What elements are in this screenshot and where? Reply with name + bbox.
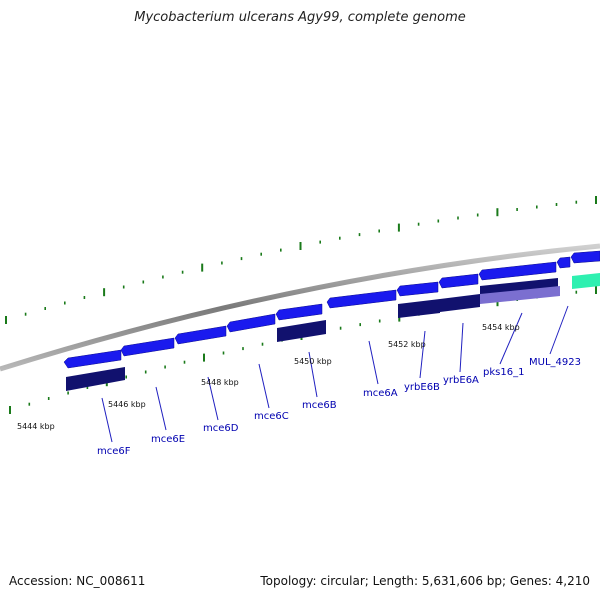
forward-gene-track (63, 250, 600, 369)
gene-label-mce6b[interactable]: mce6B (302, 400, 337, 411)
gene-label-mul-4923[interactable]: MUL_4923 (529, 357, 581, 368)
gene-arrow-small[interactable] (556, 256, 571, 269)
gene-label-yrbe6b[interactable]: yrbE6B (404, 382, 440, 393)
cds-bar-mce6b[interactable] (277, 320, 326, 342)
genome-backbone (0, 243, 600, 372)
cds-bar-pks16-1[interactable] (480, 286, 560, 304)
gene-label-mce6a[interactable]: mce6A (363, 388, 398, 399)
gene-label-yrbe6a[interactable]: yrbE6A (443, 375, 479, 386)
gene-arrow-yrbe6b[interactable] (396, 281, 439, 297)
gene-arrow-mce6e[interactable] (120, 337, 175, 357)
scale-labels: 5444 kbp 5446 kbp 5448 kbp 5450 kbp 5452… (17, 323, 520, 431)
gene-arrow-yrbe6a[interactable] (438, 273, 479, 289)
inner-tick-row (9, 286, 597, 414)
genome-summary: Topology: circular; Length: 5,631,606 bp… (260, 574, 590, 588)
gene-arrow-mce6c[interactable] (226, 313, 276, 333)
scale-label-5452: 5452 kbp (388, 340, 426, 349)
gene-arrow-mce6a[interactable] (326, 289, 397, 309)
cds-bar-mul-4923[interactable] (572, 273, 600, 289)
cds-bar-mce6f[interactable] (66, 367, 125, 391)
scale-label-5444: 5444 kbp (17, 422, 55, 431)
scale-label-5454: 5454 kbp (482, 323, 520, 332)
gene-arrow-mce6b[interactable] (275, 303, 323, 321)
gene-label-pks16-1[interactable]: pks16_1 (483, 367, 524, 378)
gene-label-mce6e[interactable]: mce6E (151, 434, 185, 445)
scale-label-5446: 5446 kbp (108, 400, 146, 409)
gene-arrow-right[interactable] (570, 250, 600, 264)
label-leaders (101, 305, 569, 443)
gene-labels: mce6F mce6E mce6D mce6C mce6B mce6A yrbE… (97, 357, 581, 457)
cds-bar-yrbe6a[interactable] (440, 294, 480, 312)
cds-track (66, 273, 600, 391)
cds-bar-yrbe6b[interactable] (398, 299, 440, 318)
gene-label-mce6f[interactable]: mce6F (97, 446, 131, 457)
map-title: Mycobacterium ulcerans Agy99, complete g… (134, 10, 466, 25)
gene-label-mce6d[interactable]: mce6D (203, 423, 239, 434)
outer-tick-row (5, 196, 597, 324)
scale-label-5448: 5448 kbp (201, 378, 239, 387)
gene-arrow-mce6f[interactable] (63, 349, 122, 369)
gene-arrow-pks16-1[interactable] (478, 261, 557, 281)
scale-label-5450: 5450 kbp (294, 357, 332, 366)
gene-label-mce6c[interactable]: mce6C (254, 411, 289, 422)
accession-label: Accession: NC_008611 (9, 574, 146, 588)
cds-bar-pks16-1-dark[interactable] (480, 278, 558, 296)
gene-arrow-mce6d[interactable] (174, 325, 227, 345)
